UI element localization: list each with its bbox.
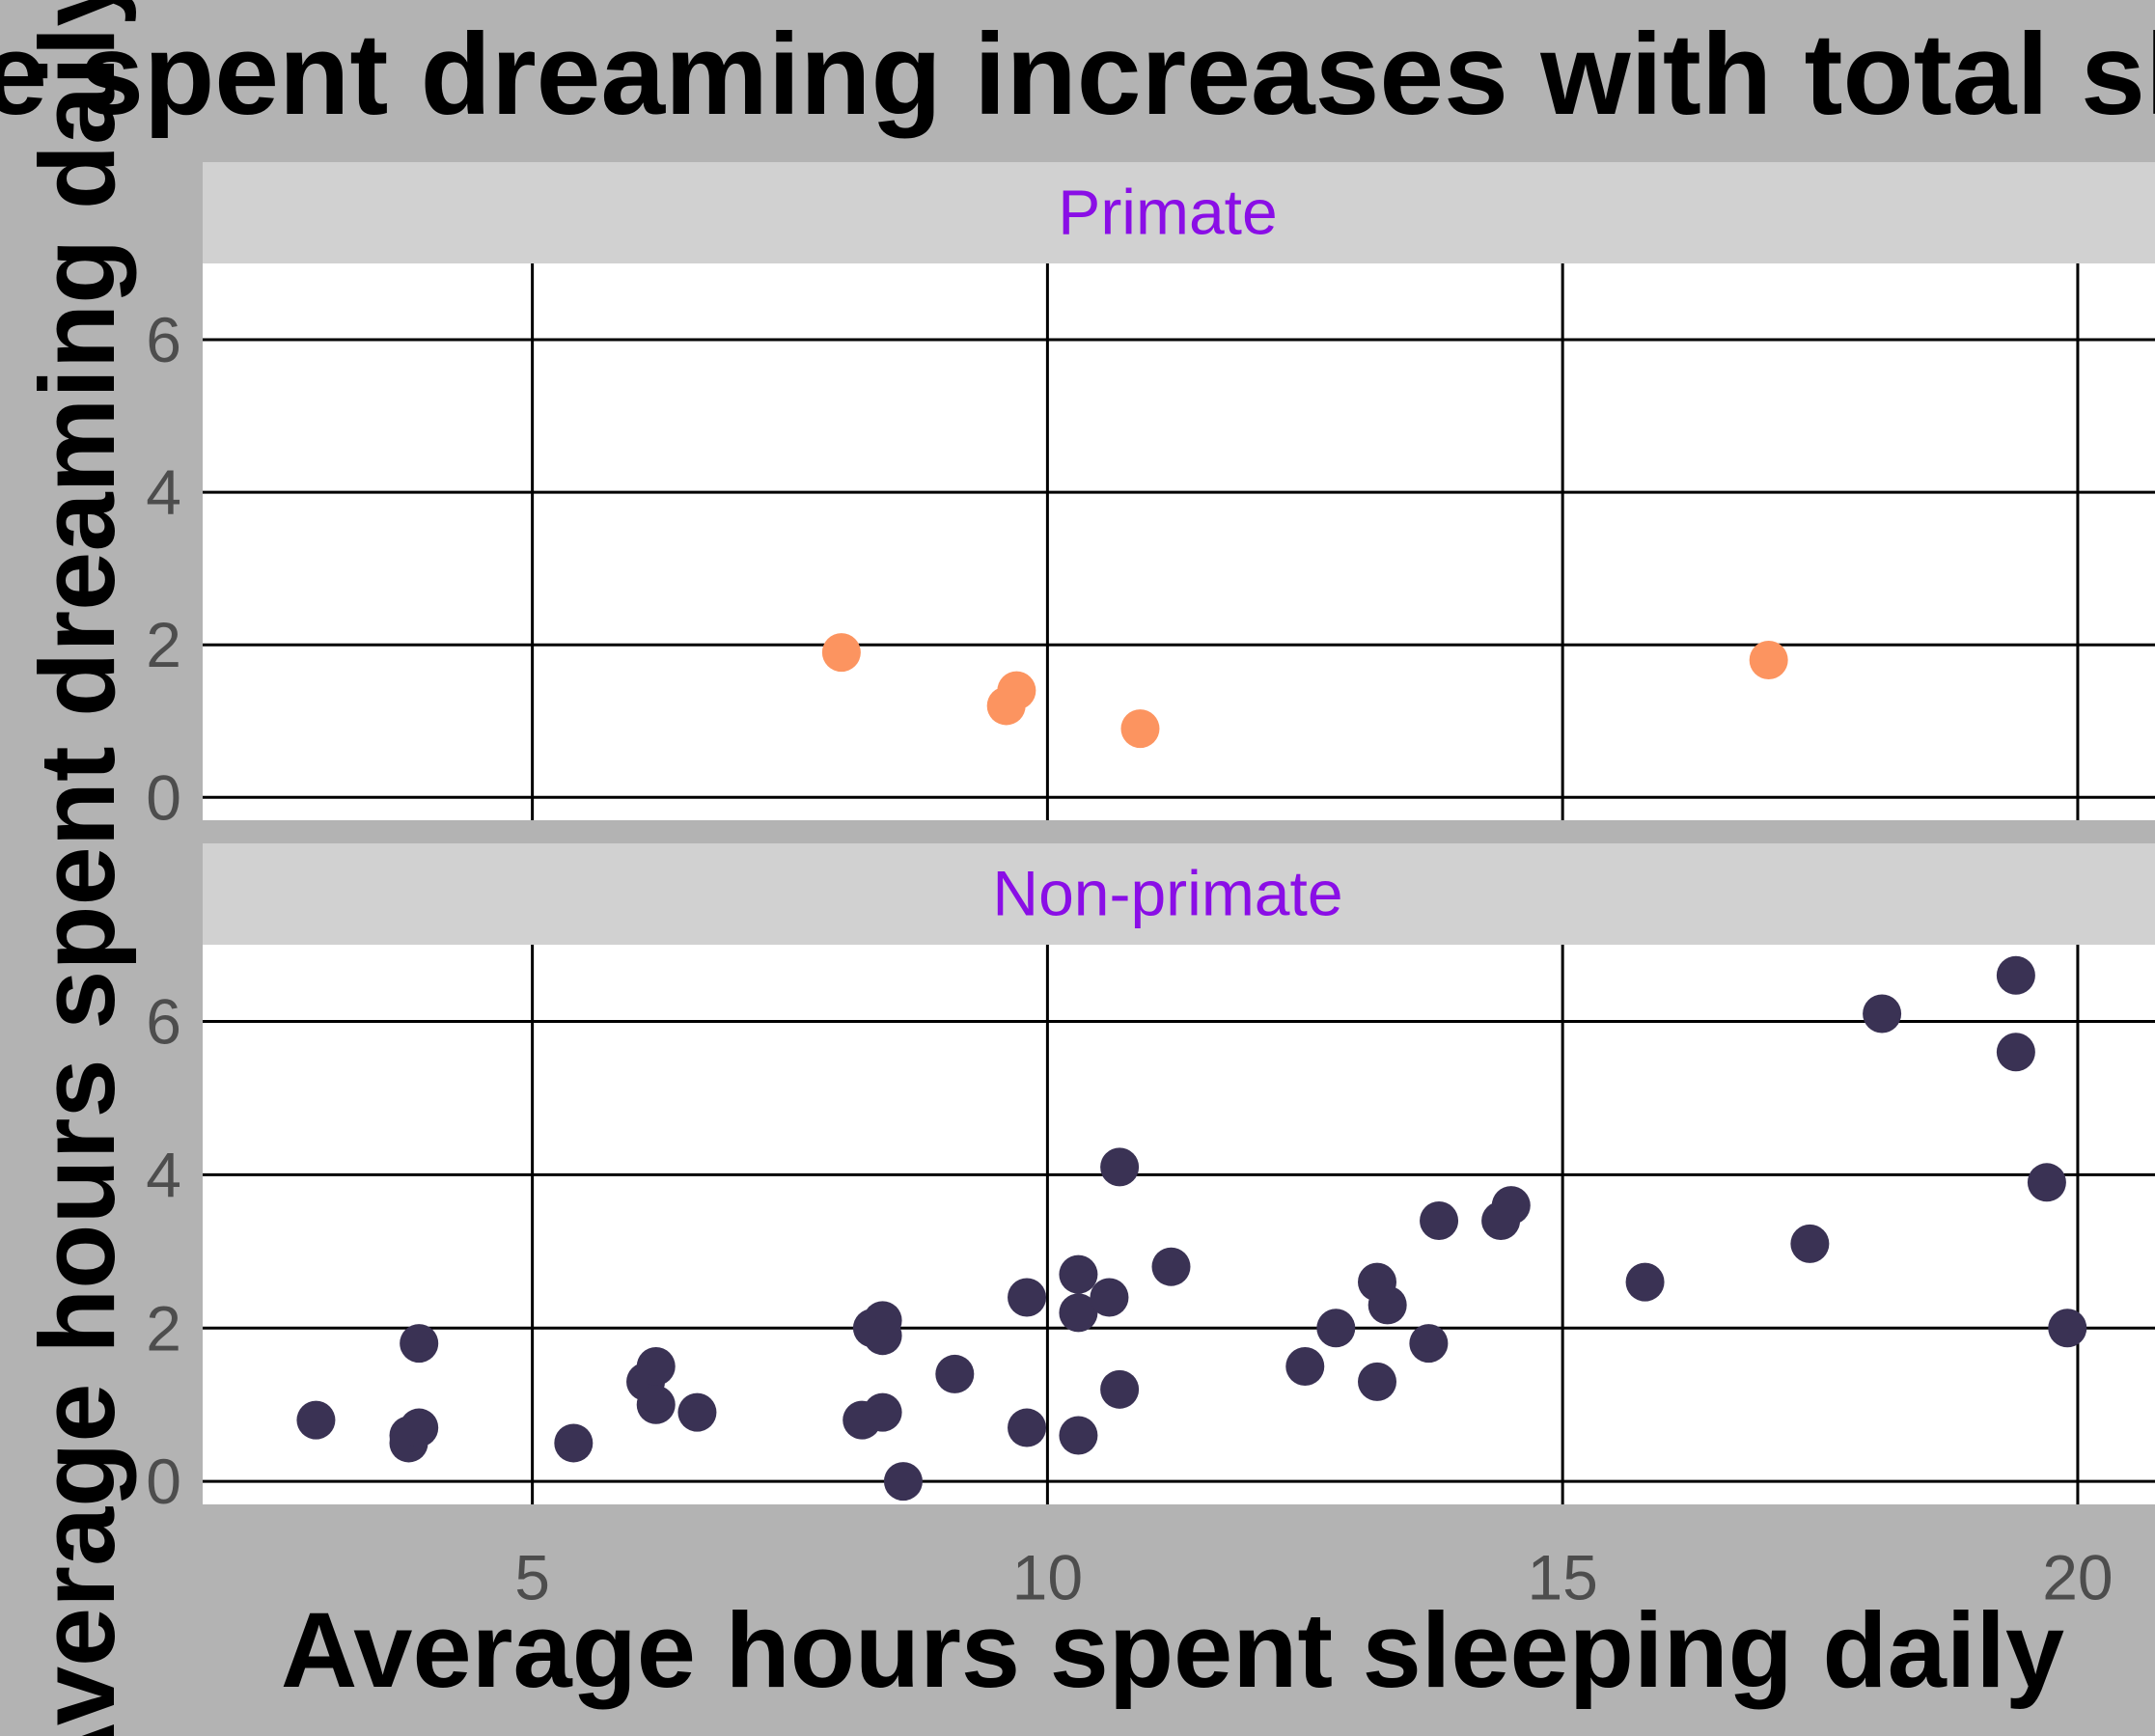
data-point	[1316, 1309, 1356, 1348]
facet-strip-non-primate	[203, 843, 2155, 945]
x-tick-label: 5	[514, 1541, 550, 1612]
data-point	[1120, 709, 1160, 749]
data-point	[1059, 1293, 1098, 1333]
y-tick-label: 2	[146, 1292, 181, 1364]
facet-label-primate: Primate	[1058, 176, 1277, 247]
data-point	[821, 633, 861, 673]
data-point	[1491, 1186, 1531, 1226]
data-point	[1358, 1362, 1397, 1401]
data-point	[863, 1316, 902, 1356]
chart-title: Time spent dreaming increases with total…	[0, 10, 2155, 139]
x-tick-labels: 5 10 15 20	[514, 1541, 2113, 1612]
y-tick-label: 6	[146, 304, 181, 375]
data-point	[997, 671, 1036, 710]
data-point	[1863, 994, 1902, 1033]
grid-non-primate	[203, 945, 2155, 1504]
data-point	[1090, 1278, 1129, 1317]
data-point	[1409, 1324, 1449, 1364]
data-point	[1420, 1201, 1459, 1241]
data-point	[1059, 1254, 1098, 1294]
data-point	[400, 1408, 439, 1447]
data-point	[1749, 641, 1788, 680]
y-tick-label: 2	[146, 609, 181, 680]
data-point	[863, 1392, 902, 1432]
data-point	[554, 1423, 594, 1463]
y-tick-label: 0	[146, 1446, 181, 1517]
x-tick-label: 20	[2042, 1541, 2113, 1612]
data-point	[883, 1462, 923, 1502]
data-point	[636, 1385, 676, 1424]
x-tick-label: 15	[1527, 1541, 1597, 1612]
y-tick-label: 4	[146, 456, 181, 528]
facet-primate: Primate 0 2 4 6	[146, 162, 2155, 833]
y-tick-label: 4	[146, 1139, 181, 1210]
data-point	[1790, 1224, 1830, 1263]
data-point	[400, 1324, 439, 1364]
y-tick-labels-non-primate: 0 2 4 6	[146, 985, 181, 1517]
y-tick-label: 0	[146, 761, 181, 833]
x-axis-title: Average hours spent sleeping daily	[281, 1591, 2064, 1710]
data-point	[1008, 1278, 1047, 1317]
data-point	[296, 1400, 336, 1440]
data-point	[1625, 1262, 1665, 1302]
points-non-primate	[296, 955, 2087, 1502]
data-point	[1368, 1285, 1407, 1325]
data-point	[1285, 1346, 1325, 1386]
panel-primate	[203, 263, 2155, 820]
data-point	[1008, 1408, 1047, 1447]
facet-label-non-primate: Non-primate	[992, 857, 1342, 928]
data-point	[2048, 1309, 2087, 1348]
data-point	[935, 1354, 975, 1393]
facet-non-primate: Non-primate 0 2 4 6	[146, 843, 2155, 1517]
data-point	[1100, 1147, 1140, 1187]
panel-non-primate	[203, 945, 2155, 1504]
data-point	[636, 1346, 676, 1386]
data-point	[677, 1392, 717, 1432]
y-tick-label: 6	[146, 985, 181, 1057]
points-primate	[821, 633, 1788, 749]
facet-strip-primate	[203, 162, 2155, 263]
y-tick-labels-primate: 0 2 4 6	[146, 304, 181, 833]
data-point	[1151, 1247, 1191, 1286]
data-point	[1996, 955, 2035, 995]
x-tick-label: 10	[1012, 1541, 1083, 1612]
data-point	[1996, 1033, 2035, 1072]
grid-primate	[203, 263, 2155, 820]
data-point	[1059, 1416, 1098, 1455]
data-point	[1100, 1369, 1140, 1409]
data-point	[2027, 1163, 2066, 1202]
y-axis-title: Average hours spent dreaming daily	[18, 0, 137, 1736]
